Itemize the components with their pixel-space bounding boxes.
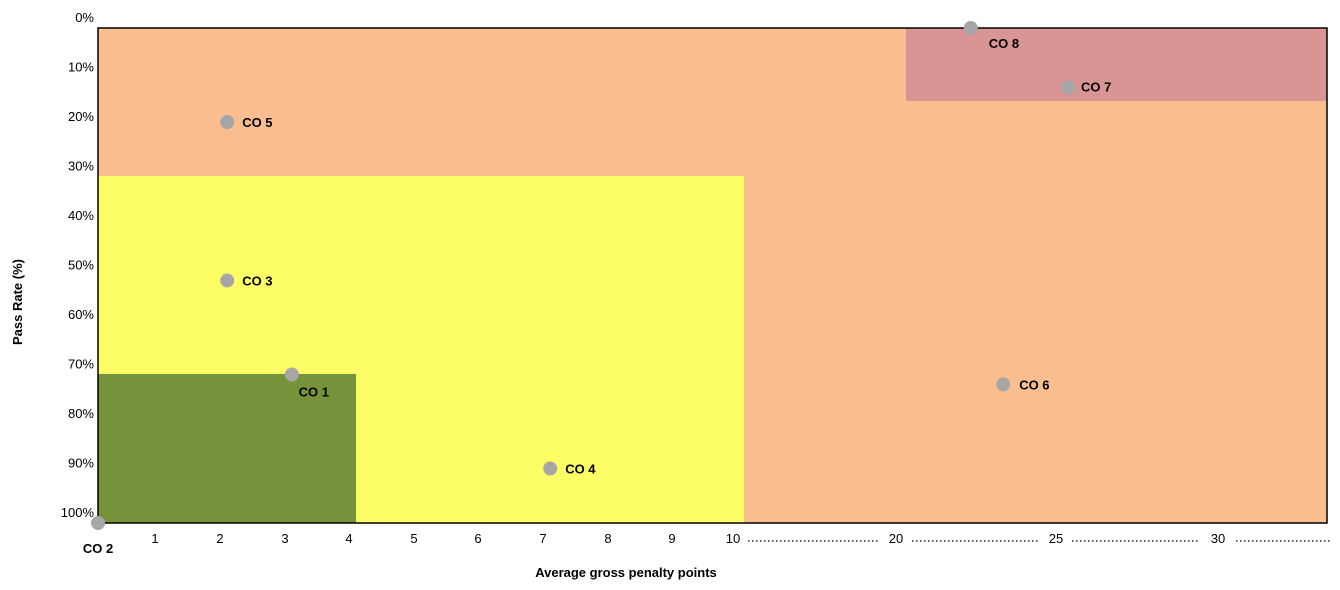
x-axis-ticks: 1 2 3 4 5 6 7 8 9 10 20 25 30 [151,531,1225,546]
x-tick-label: 8 [604,531,611,546]
y-tick-label: 40% [68,208,94,223]
x-tick-label: 10 [726,531,740,546]
point-label: CO 2 [83,541,113,556]
x-tick-label: 5 [410,531,417,546]
y-tick-label: 10% [68,60,94,75]
y-tick-label: 50% [68,258,94,273]
x-tick-label: 2 [216,531,223,546]
data-point [220,273,235,288]
plot-border [97,27,1328,524]
x-tick-label: 20 [889,531,903,546]
point-label: CO 4 [565,462,596,477]
x-tick-label: 6 [474,531,481,546]
y-tick-label: 0% [75,10,94,25]
data-point [963,21,978,35]
data-points: CO 1 CO 2 CO 3 CO 4 CO 5 CO 6 CO 7 CO 8 [83,21,1111,556]
pink-zone [906,28,1327,101]
y-tick-label: 100% [61,505,95,520]
y-tick-label: 20% [68,109,94,124]
data-point [1061,80,1075,95]
data-point [220,115,235,130]
data-point [996,377,1011,392]
data-point [543,461,558,476]
x-axis-title: Average gross penalty points [535,565,717,580]
point-label: CO 7 [1081,79,1111,94]
x-tick-label: 4 [345,531,352,546]
data-point [284,367,299,382]
x-tick-label: 30 [1211,531,1225,546]
x-tick-label: 25 [1049,531,1063,546]
point-label: CO 6 [1019,377,1049,392]
x-tick-label: 7 [539,531,546,546]
y-tick-label: 60% [68,307,94,322]
data-point [91,516,105,530]
y-tick-label: 30% [68,159,94,174]
y-axis-title: Pass Rate (%) [10,259,25,345]
x-tick-label: 1 [151,531,158,546]
y-axis-ticks: 0% 10% 20% 30% 40% 50% 60% 70% 80% 90% 100% [61,10,95,520]
point-label: CO 5 [242,115,272,130]
zones-layer [98,28,1327,523]
point-label: CO 3 [242,273,272,288]
point-label: CO 1 [299,385,329,400]
x-tick-label: 3 [281,531,288,546]
green-zone [98,374,356,523]
y-tick-label: 80% [68,406,94,421]
y-tick-label: 70% [68,357,94,372]
y-tick-label: 90% [68,456,94,471]
point-label: CO 8 [989,36,1019,51]
x-tick-label: 9 [668,531,675,546]
